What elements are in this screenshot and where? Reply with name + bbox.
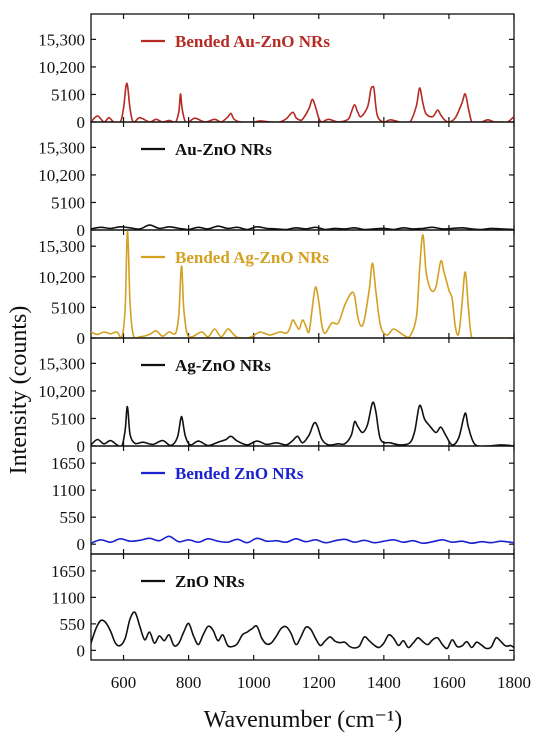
- y-tick-label: 0: [77, 221, 86, 240]
- y-tick-label: 5100: [51, 409, 85, 428]
- chart-panels: 0 5100 10,200 15,300 Bended Au-ZnO NRs 0 5100 1…: [38, 13, 515, 661]
- x-axis: 600 800 1000 1200 1400 1600 1800: [111, 673, 531, 692]
- x-tick-label: 1200: [302, 673, 336, 692]
- y-tick-label: 10,200: [38, 268, 85, 287]
- legend-label: Ag-ZnO NRs: [175, 356, 271, 375]
- y-tick-label: 1100: [52, 588, 85, 607]
- panel-frame: [90, 13, 515, 123]
- panel-frame: [90, 121, 515, 231]
- panel-0: 0 5100 10,200 15,300 Bended Au-ZnO NRs: [38, 13, 515, 132]
- y-tick-label: 0: [77, 437, 86, 456]
- y-tick-label: 0: [77, 113, 86, 132]
- y-tick-label: 15,300: [38, 354, 85, 373]
- panel-frame: [90, 445, 515, 555]
- y-tick-label: 0: [77, 329, 86, 348]
- y-tick-label: 5100: [51, 298, 85, 317]
- legend-label: Au-ZnO NRs: [175, 140, 272, 159]
- y-tick-label: 1650: [51, 562, 85, 581]
- panel-frame: [90, 337, 515, 447]
- y-tick-label: 0: [77, 535, 86, 554]
- x-axis-title: Wavenumber (cm⁻¹): [204, 707, 403, 733]
- series-line: [91, 230, 514, 338]
- legend-label: ZnO NRs: [175, 572, 245, 591]
- panel-3: 0 5100 10,200 15,300 Ag-ZnO NRs: [38, 337, 515, 456]
- series-line: [91, 535, 514, 545]
- x-tick-label: 1600: [432, 673, 466, 692]
- y-tick-label: 1650: [51, 454, 85, 473]
- y-axis-title: Intensity (counts): [6, 306, 32, 475]
- panel-frame: [90, 553, 515, 661]
- panel-1: 0 5100 10,200 15,300 Au-ZnO NRs: [38, 121, 515, 240]
- series-line: [91, 82, 514, 122]
- x-tick-label: 1000: [237, 673, 271, 692]
- panel-2: 0 5100 10,200 15,300 Bended Ag-ZnO NRs: [38, 229, 515, 348]
- legend-label: Bended Au-ZnO NRs: [175, 32, 330, 51]
- y-tick-label: 5100: [51, 193, 85, 212]
- y-tick-label: 15,300: [38, 138, 85, 157]
- y-tick-label: 5100: [51, 85, 85, 104]
- x-tick-label: 800: [176, 673, 202, 692]
- y-tick-label: 15,300: [38, 30, 85, 49]
- panel-5: 0 550 1100 1650 ZnO NRs: [51, 553, 515, 661]
- panel-4: 0 550 1100 1650 Bended ZnO NRs: [51, 445, 515, 555]
- x-tick-label: 1800: [497, 673, 531, 692]
- legend-label: Bended Ag-ZnO NRs: [175, 248, 329, 267]
- x-tick-label: 1400: [367, 673, 401, 692]
- series-line: [91, 224, 514, 230]
- legend-label: Bended ZnO NRs: [175, 464, 304, 483]
- y-tick-label: 10,200: [38, 58, 85, 77]
- y-tick-label: 10,200: [38, 166, 85, 185]
- panel-frame: [90, 229, 515, 339]
- y-tick-label: 0: [77, 641, 86, 660]
- series-line: [91, 611, 514, 650]
- y-tick-label: 550: [60, 615, 86, 634]
- y-tick-label: 1100: [52, 481, 85, 500]
- x-tick-label: 600: [111, 673, 137, 692]
- y-tick-label: 550: [60, 508, 86, 527]
- y-tick-label: 10,200: [38, 382, 85, 401]
- series-line: [91, 401, 514, 446]
- y-tick-label: 15,300: [38, 237, 85, 256]
